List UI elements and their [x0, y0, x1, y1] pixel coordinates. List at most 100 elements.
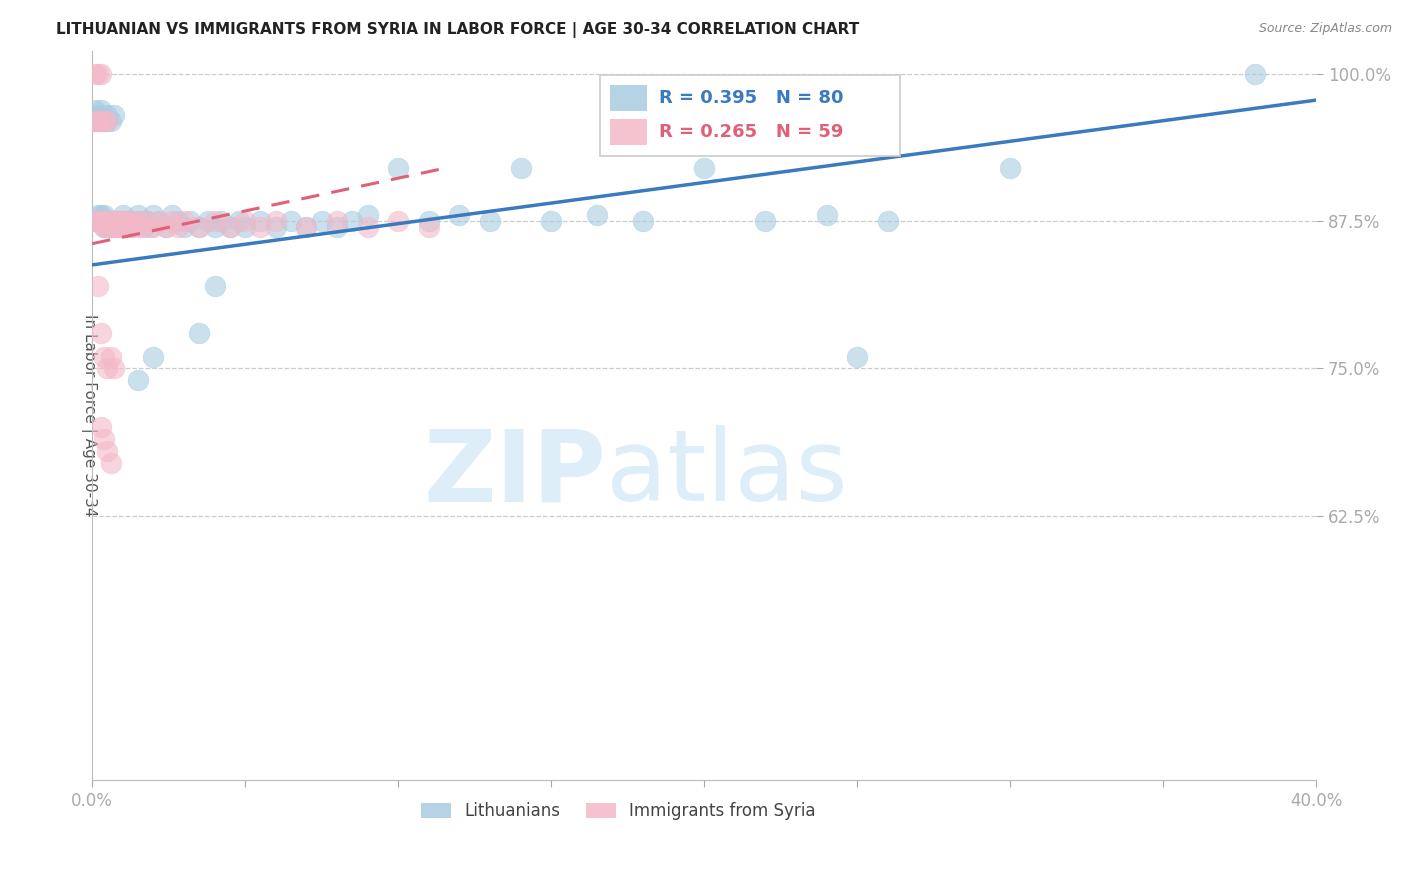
- Lithuanians: [118, 214, 141, 228]
- Lithuanians: [179, 214, 201, 228]
- Lithuanians: [631, 214, 654, 228]
- Lithuanians: [127, 373, 149, 387]
- Immigrants from Syria: [111, 214, 134, 228]
- Immigrants from Syria: [124, 220, 146, 235]
- Lithuanians: [90, 214, 112, 228]
- Lithuanians: [87, 214, 110, 228]
- Immigrants from Syria: [93, 350, 115, 364]
- Immigrants from Syria: [121, 214, 143, 228]
- Immigrants from Syria: [160, 214, 183, 228]
- Legend: Lithuanians, Immigrants from Syria: Lithuanians, Immigrants from Syria: [415, 796, 823, 827]
- Immigrants from Syria: [96, 443, 118, 458]
- Immigrants from Syria: [87, 214, 110, 228]
- Lithuanians: [136, 214, 159, 228]
- Lithuanians: [173, 220, 195, 235]
- Lithuanians: [815, 209, 838, 223]
- Immigrants from Syria: [111, 220, 134, 235]
- Lithuanians: [1244, 67, 1267, 81]
- Lithuanians: [90, 108, 112, 122]
- Immigrants from Syria: [100, 350, 122, 364]
- FancyBboxPatch shape: [610, 85, 647, 112]
- Immigrants from Syria: [166, 220, 188, 235]
- Lithuanians: [204, 279, 226, 293]
- Lithuanians: [449, 209, 471, 223]
- Immigrants from Syria: [100, 456, 122, 470]
- FancyBboxPatch shape: [610, 119, 647, 145]
- Lithuanians: [264, 220, 287, 235]
- Immigrants from Syria: [103, 220, 125, 235]
- Lithuanians: [100, 214, 122, 228]
- Immigrants from Syria: [233, 214, 256, 228]
- Lithuanians: [418, 214, 440, 228]
- Lithuanians: [209, 214, 232, 228]
- Lithuanians: [693, 161, 716, 176]
- Lithuanians: [121, 220, 143, 235]
- Lithuanians: [87, 209, 110, 223]
- Lithuanians: [96, 114, 118, 128]
- Immigrants from Syria: [115, 214, 138, 228]
- Immigrants from Syria: [127, 214, 149, 228]
- Immigrants from Syria: [87, 114, 110, 128]
- Immigrants from Syria: [218, 220, 240, 235]
- Immigrants from Syria: [96, 214, 118, 228]
- Text: atlas: atlas: [606, 425, 848, 523]
- Immigrants from Syria: [90, 326, 112, 340]
- Immigrants from Syria: [103, 214, 125, 228]
- Immigrants from Syria: [84, 214, 107, 228]
- Immigrants from Syria: [93, 432, 115, 446]
- Lithuanians: [84, 214, 107, 228]
- Immigrants from Syria: [356, 220, 378, 235]
- Lithuanians: [478, 214, 501, 228]
- Immigrants from Syria: [326, 214, 349, 228]
- Lithuanians: [218, 220, 240, 235]
- Lithuanians: [87, 114, 110, 128]
- Immigrants from Syria: [84, 114, 107, 128]
- Lithuanians: [84, 114, 107, 128]
- Immigrants from Syria: [155, 220, 177, 235]
- Lithuanians: [111, 209, 134, 223]
- FancyBboxPatch shape: [600, 75, 900, 156]
- Lithuanians: [87, 108, 110, 122]
- Lithuanians: [160, 209, 183, 223]
- Immigrants from Syria: [103, 361, 125, 376]
- Lithuanians: [233, 220, 256, 235]
- Lithuanians: [93, 114, 115, 128]
- Lithuanians: [134, 220, 156, 235]
- Immigrants from Syria: [387, 214, 409, 228]
- Text: Source: ZipAtlas.com: Source: ZipAtlas.com: [1258, 22, 1392, 36]
- Immigrants from Syria: [87, 279, 110, 293]
- Immigrants from Syria: [118, 220, 141, 235]
- Lithuanians: [280, 214, 302, 228]
- Lithuanians: [103, 214, 125, 228]
- Lithuanians: [103, 108, 125, 122]
- Immigrants from Syria: [93, 220, 115, 235]
- Lithuanians: [326, 220, 349, 235]
- Immigrants from Syria: [204, 214, 226, 228]
- Immigrants from Syria: [96, 114, 118, 128]
- Lithuanians: [108, 214, 131, 228]
- Immigrants from Syria: [108, 220, 131, 235]
- Immigrants from Syria: [105, 214, 128, 228]
- Lithuanians: [90, 209, 112, 223]
- Lithuanians: [127, 209, 149, 223]
- Lithuanians: [998, 161, 1021, 176]
- Lithuanians: [124, 214, 146, 228]
- Lithuanians: [509, 161, 531, 176]
- Lithuanians: [148, 214, 170, 228]
- Immigrants from Syria: [84, 67, 107, 81]
- Lithuanians: [846, 350, 869, 364]
- Lithuanians: [105, 214, 128, 228]
- Lithuanians: [754, 214, 776, 228]
- Lithuanians: [90, 103, 112, 117]
- Lithuanians: [876, 214, 898, 228]
- Text: R = 0.395   N = 80: R = 0.395 N = 80: [659, 89, 844, 107]
- Lithuanians: [188, 326, 211, 340]
- Lithuanians: [115, 214, 138, 228]
- Immigrants from Syria: [129, 220, 152, 235]
- Immigrants from Syria: [90, 67, 112, 81]
- Lithuanians: [103, 220, 125, 235]
- Lithuanians: [93, 209, 115, 223]
- Lithuanians: [387, 161, 409, 176]
- Immigrants from Syria: [418, 220, 440, 235]
- Immigrants from Syria: [100, 220, 122, 235]
